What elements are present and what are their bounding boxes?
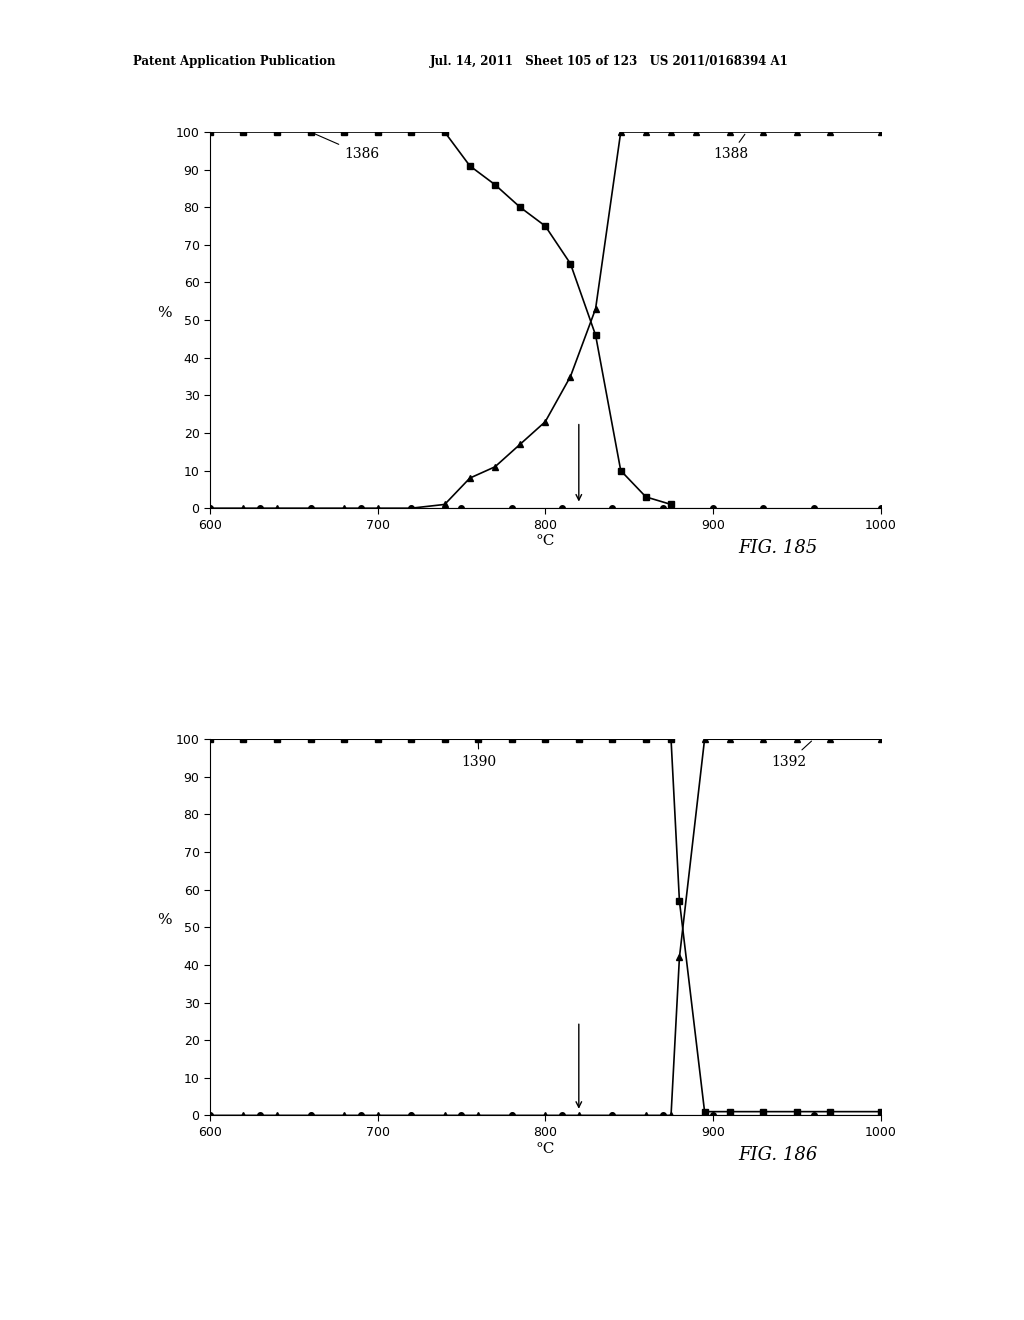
X-axis label: °C: °C — [536, 535, 555, 548]
Text: 1388: 1388 — [713, 135, 749, 161]
Y-axis label: %: % — [158, 306, 172, 321]
Text: FIG. 186: FIG. 186 — [738, 1146, 818, 1164]
Text: 1386: 1386 — [313, 133, 379, 161]
Text: 1392: 1392 — [772, 741, 811, 768]
Text: FIG. 185: FIG. 185 — [738, 539, 818, 557]
X-axis label: °C: °C — [536, 1142, 555, 1155]
Text: 1390: 1390 — [462, 742, 497, 768]
Text: Patent Application Publication: Patent Application Publication — [133, 55, 336, 69]
Text: Jul. 14, 2011   Sheet 105 of 123   US 2011/0168394 A1: Jul. 14, 2011 Sheet 105 of 123 US 2011/0… — [430, 55, 788, 69]
Y-axis label: %: % — [158, 913, 172, 928]
